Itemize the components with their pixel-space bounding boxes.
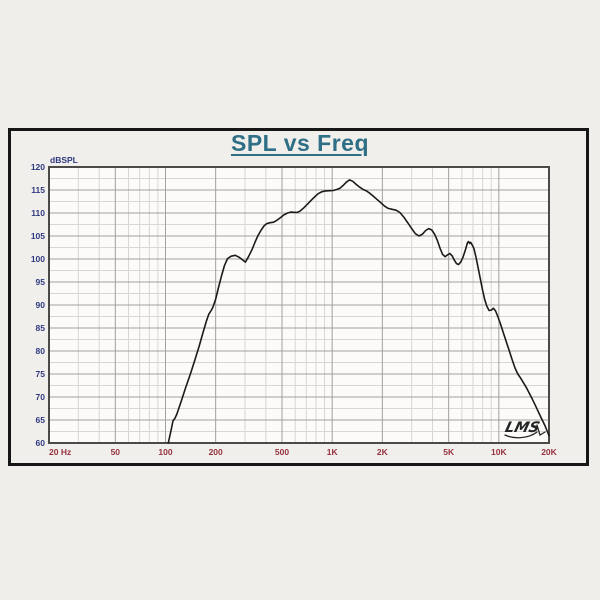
svg-text:70: 70 — [36, 392, 46, 402]
svg-text:2K: 2K — [377, 447, 389, 457]
svg-text:105: 105 — [31, 231, 45, 241]
svg-text:120: 120 — [31, 162, 45, 172]
svg-text:60: 60 — [36, 438, 46, 448]
svg-text:10K: 10K — [491, 447, 507, 457]
x-axis-labels: 20 Hz 50 100 200 500 1K 2K 5K 10K 20K — [49, 447, 558, 457]
lms-signature-text: LMS — [503, 419, 541, 436]
spl-curve — [167, 179, 550, 444]
plot-frame — [48, 166, 550, 444]
svg-text:500: 500 — [275, 447, 289, 457]
dbspl-axis-label: dBSPL — [50, 155, 78, 165]
y-axis-labels: 120 115 110 105 100 95 90 85 80 75 70 65 60 — [31, 162, 45, 448]
svg-text:200: 200 — [209, 447, 223, 457]
grid-major — [49, 167, 549, 443]
svg-text:90: 90 — [36, 300, 46, 310]
chart-title: SPL vs Freq — [230, 130, 370, 156]
svg-text:100: 100 — [158, 447, 172, 457]
svg-text:5K: 5K — [443, 447, 455, 457]
svg-text:85: 85 — [36, 323, 46, 333]
svg-text:1K: 1K — [327, 447, 339, 457]
svg-text:65: 65 — [36, 415, 46, 425]
svg-text:115: 115 — [31, 185, 45, 195]
svg-text:80: 80 — [36, 346, 46, 356]
signature-flourish — [504, 424, 546, 439]
lms-signature: LMS — [503, 419, 546, 439]
svg-text:75: 75 — [36, 369, 46, 379]
svg-text:110: 110 — [31, 208, 45, 218]
svg-text:20 Hz: 20 Hz — [49, 447, 71, 457]
svg-text:50: 50 — [111, 447, 121, 457]
svg-text:100: 100 — [31, 254, 45, 264]
svg-text:20K: 20K — [541, 447, 557, 457]
svg-text:95: 95 — [36, 277, 46, 287]
